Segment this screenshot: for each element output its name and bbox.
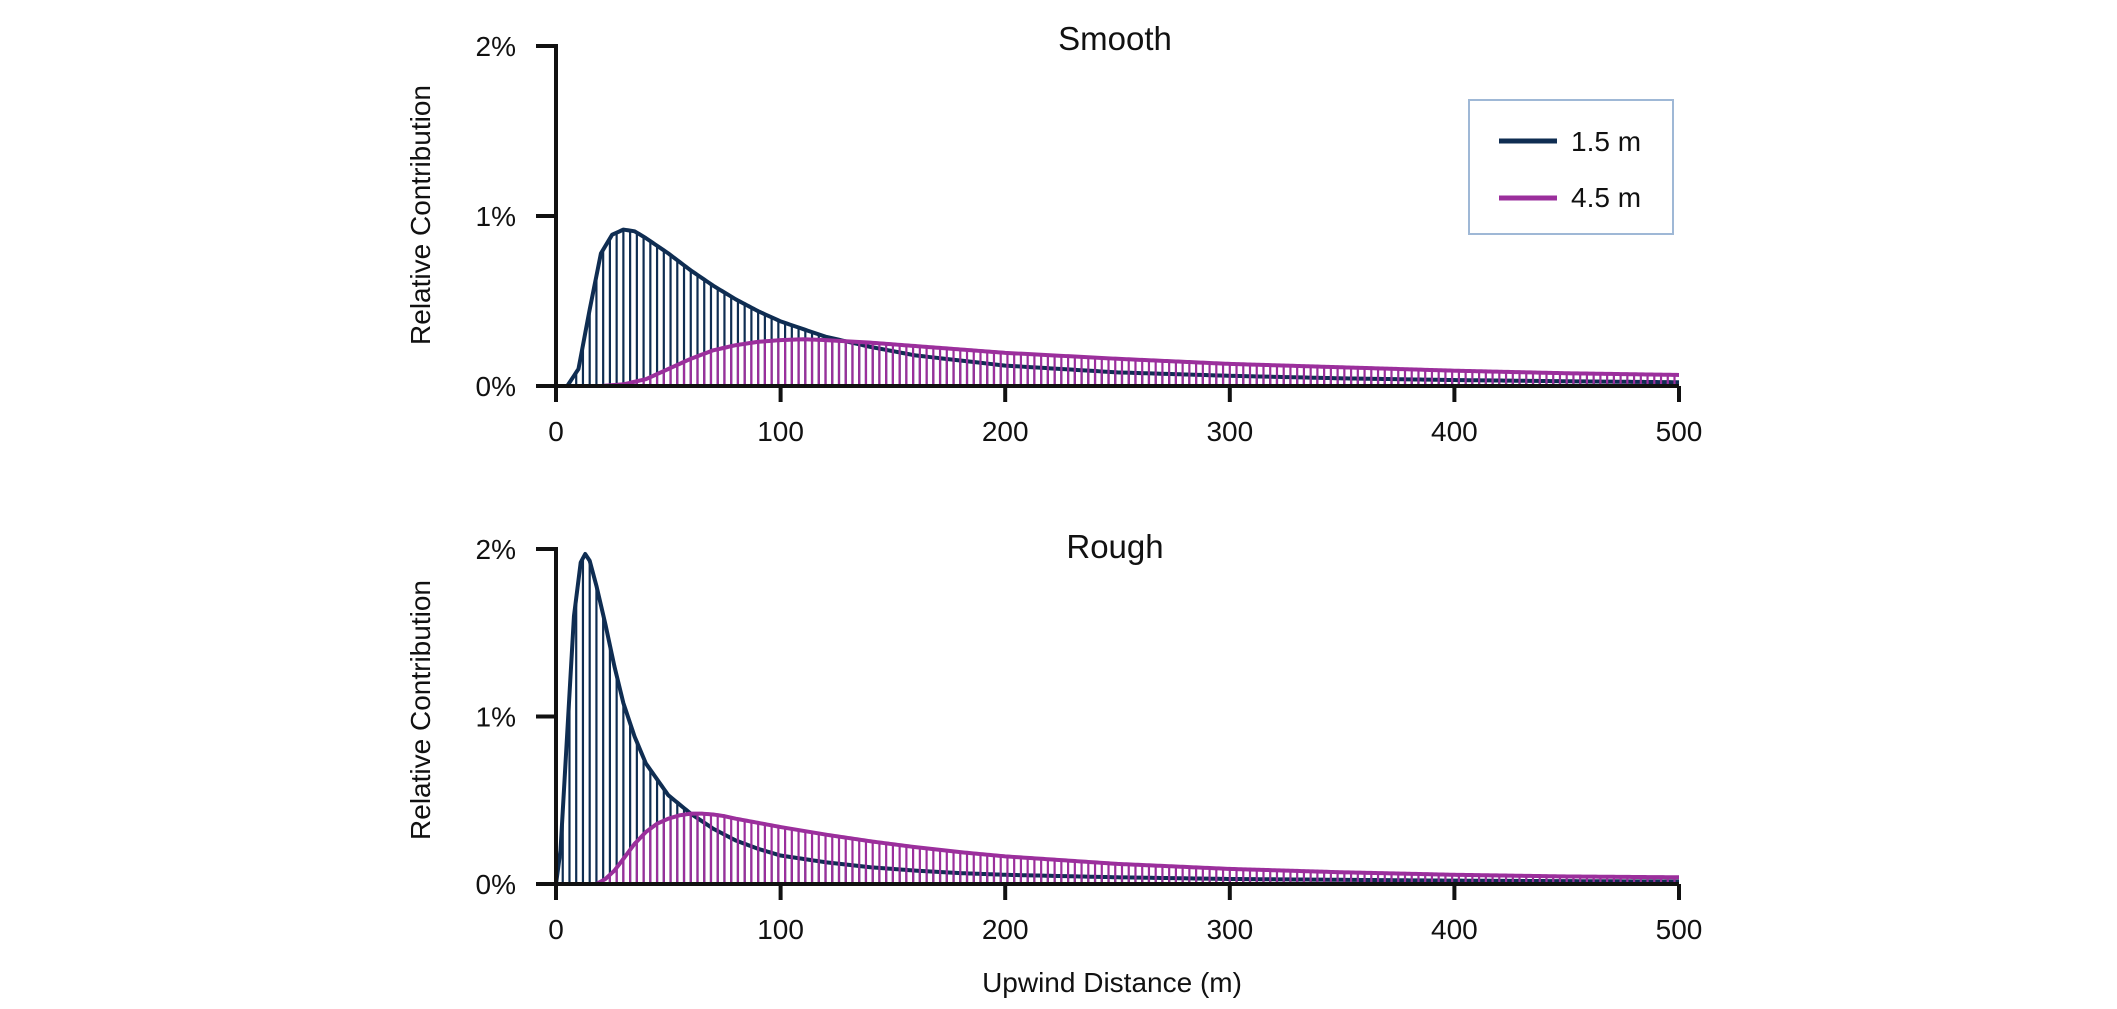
rough-x-tick-label: 100 [757,914,804,945]
rough-x-tick-label: 500 [1656,914,1703,945]
x-axis-label: Upwind Distance (m) [982,967,1242,998]
rough-series-4-5m [556,811,1680,886]
smooth-y-tick-label: 1% [476,201,516,232]
rough-y-tick-label: 0% [476,869,516,900]
smooth-x-tick-label: 0 [548,416,564,447]
rough-plot-area [554,552,1680,886]
legend-label-1-5m: 1.5 m [1571,126,1641,157]
smooth-y-tick-label: 2% [476,31,516,62]
smooth-series-4-5m [556,337,1680,386]
smooth-x-tick-label: 300 [1206,416,1253,447]
rough-panel: Rough Relative Contribution Upwind Dista… [405,528,1702,998]
rough-x-tick-label: 400 [1431,914,1478,945]
smooth-plot-area [556,227,1680,386]
rough-y-tick-label: 2% [476,534,516,565]
smooth-x-tick-label: 200 [982,416,1029,447]
legend: 1.5 m 4.5 m [1468,99,1674,235]
rough-title: Rough [1066,528,1163,565]
rough-x-tick-label: 0 [548,914,564,945]
smooth-y-tick-label: 0% [476,371,516,402]
smooth-x-tick-label: 500 [1656,416,1703,447]
smooth-x-tick-label: 100 [757,416,804,447]
smooth-x-tick-label: 400 [1431,416,1478,447]
smooth-y-axis-label: Relative Contribution [405,85,436,345]
rough-y-tick-label: 1% [476,702,516,733]
rough-x-tick-label: 300 [1206,914,1253,945]
rough-line-4-5m [556,811,1680,886]
legend-label-4-5m: 4.5 m [1571,182,1641,213]
legend-box [1468,99,1674,235]
smooth-panel: Smooth Relative Contribution 0% 1% 2% 0 100 2… [405,20,1702,447]
rough-x-tick-label: 200 [982,914,1029,945]
smooth-title: Smooth [1058,20,1172,57]
rough-y-axis-label: Relative Contribution [405,580,436,840]
smooth-line-4-5m [556,337,1680,386]
